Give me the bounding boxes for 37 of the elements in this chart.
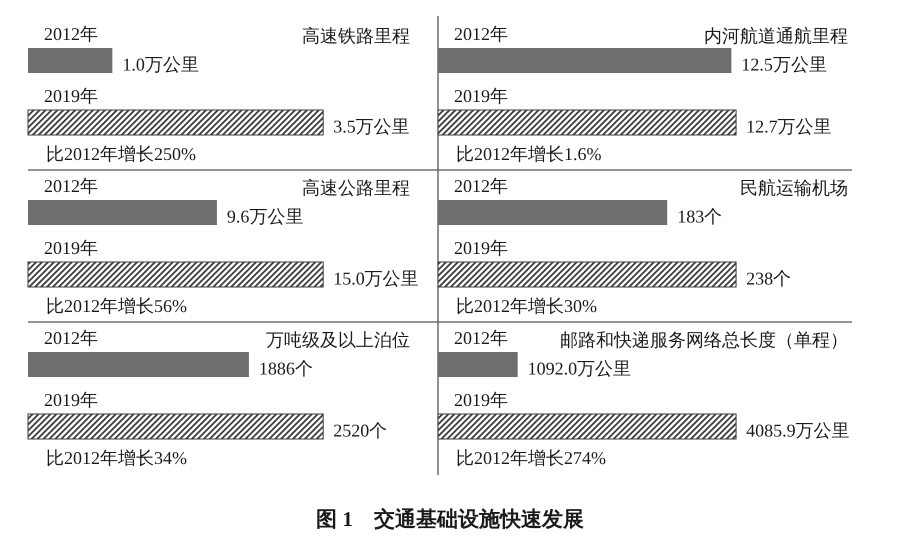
data-label: 2520个 (333, 420, 388, 440)
chart-title: 高速公路里程 (302, 178, 410, 198)
data-label: 4085.9万公里 (746, 420, 850, 440)
y-tick-label: 2012年 (454, 328, 508, 348)
y-tick-label: 2019年 (454, 390, 508, 410)
data-label: 12.7万公里 (746, 116, 832, 136)
data-label: 1886个 (258, 358, 313, 378)
text: 内河航道通航里程 (704, 26, 848, 46)
y-tick-label: 2019年 (454, 86, 508, 106)
text: 民航运输机场 (740, 178, 848, 198)
data-label: 183个 (677, 206, 722, 226)
data-label: 9.6万公里 (226, 206, 304, 226)
y-tick-label: 2019年 (44, 390, 98, 410)
annotation: 比2012年增长34% (46, 448, 187, 468)
data-label: 238个 (746, 268, 792, 288)
y-tick-label: 2012年 (44, 176, 98, 196)
y-tick-label: 2012年 (454, 176, 508, 196)
data-label: 15.0万公里 (333, 268, 419, 288)
data-label: 3.5万公里 (333, 116, 410, 136)
data-label: 12.5万公里 (741, 54, 827, 74)
annotation: 比2012年增长274% (456, 448, 606, 468)
y-tick-label: 2012年 (44, 328, 98, 348)
chart-title: 万吨级及以上泊位 (266, 330, 410, 350)
y-tick-label: 2019年 (44, 86, 98, 106)
annotation: 比2012年增长30% (456, 296, 597, 316)
text: 高速铁路里程 (302, 26, 410, 46)
y-tick-label: 2012年 (44, 24, 98, 44)
chart-title: 邮路和快递服务网络总长度（单程） (560, 330, 848, 350)
y-tick-label: 2012年 (454, 24, 508, 44)
text: 比2012年增长1.6% (456, 144, 602, 164)
caption: 图 1 交通基础设施快速发展 (316, 507, 584, 531)
y-tick-label: 2019年 (44, 238, 98, 258)
annotation: 比2012年增长56% (46, 296, 187, 316)
y-tick-label: 2019年 (454, 238, 508, 258)
data-label: 1.0万公里 (122, 54, 199, 74)
text: 比2012年增长250% (46, 144, 196, 164)
data-label: 1092.0万公里 (528, 358, 632, 378)
